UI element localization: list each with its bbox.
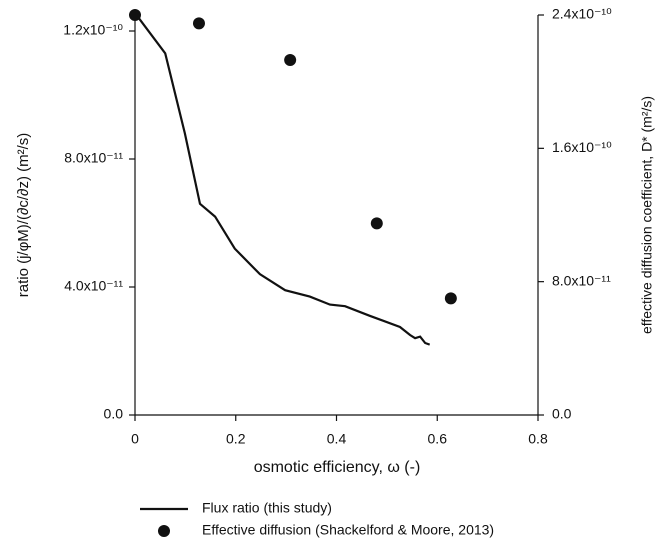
x-tick-label: 0.2: [226, 431, 246, 447]
y2-axis-label: effective diffusion coefficient, D* (m²/…: [639, 96, 655, 334]
y-tick-label: 1.2x10⁻¹⁰: [63, 22, 123, 38]
x-axis-label: osmotic efficiency, ω (-): [254, 459, 421, 476]
point: [370, 217, 383, 230]
y2-tick-label: 1.6x10⁻¹⁰: [552, 139, 612, 155]
x-tick-label: 0.8: [528, 431, 548, 447]
y2-tick-label: 2.4x10⁻¹⁰: [552, 6, 612, 22]
point: [284, 54, 297, 66]
y-tick-label: 4.0x10⁻¹¹: [64, 278, 123, 294]
point: [129, 9, 141, 21]
y-axis-label: ratio (j/φM)/(∂c/∂z) (m²/s): [15, 133, 32, 298]
point: [192, 17, 205, 30]
legend-label: Effective diffusion (Shackelford & Moore…: [202, 522, 494, 538]
y-tick-label: 0.0: [104, 406, 124, 422]
y-tick-label: 8.0x10⁻¹¹: [64, 150, 123, 166]
x-tick-label: 0: [131, 431, 139, 447]
legend-label: Flux ratio (this study): [202, 500, 332, 516]
point: [444, 292, 457, 305]
x-tick-label: 0.4: [327, 431, 347, 447]
line: [134, 12, 431, 346]
legend-marker: [158, 525, 170, 537]
y2-tick-label: 0.0: [552, 406, 572, 422]
y2-tick-label: 8.0x10⁻¹¹: [552, 272, 611, 288]
x-tick-label: 0.6: [428, 431, 448, 447]
